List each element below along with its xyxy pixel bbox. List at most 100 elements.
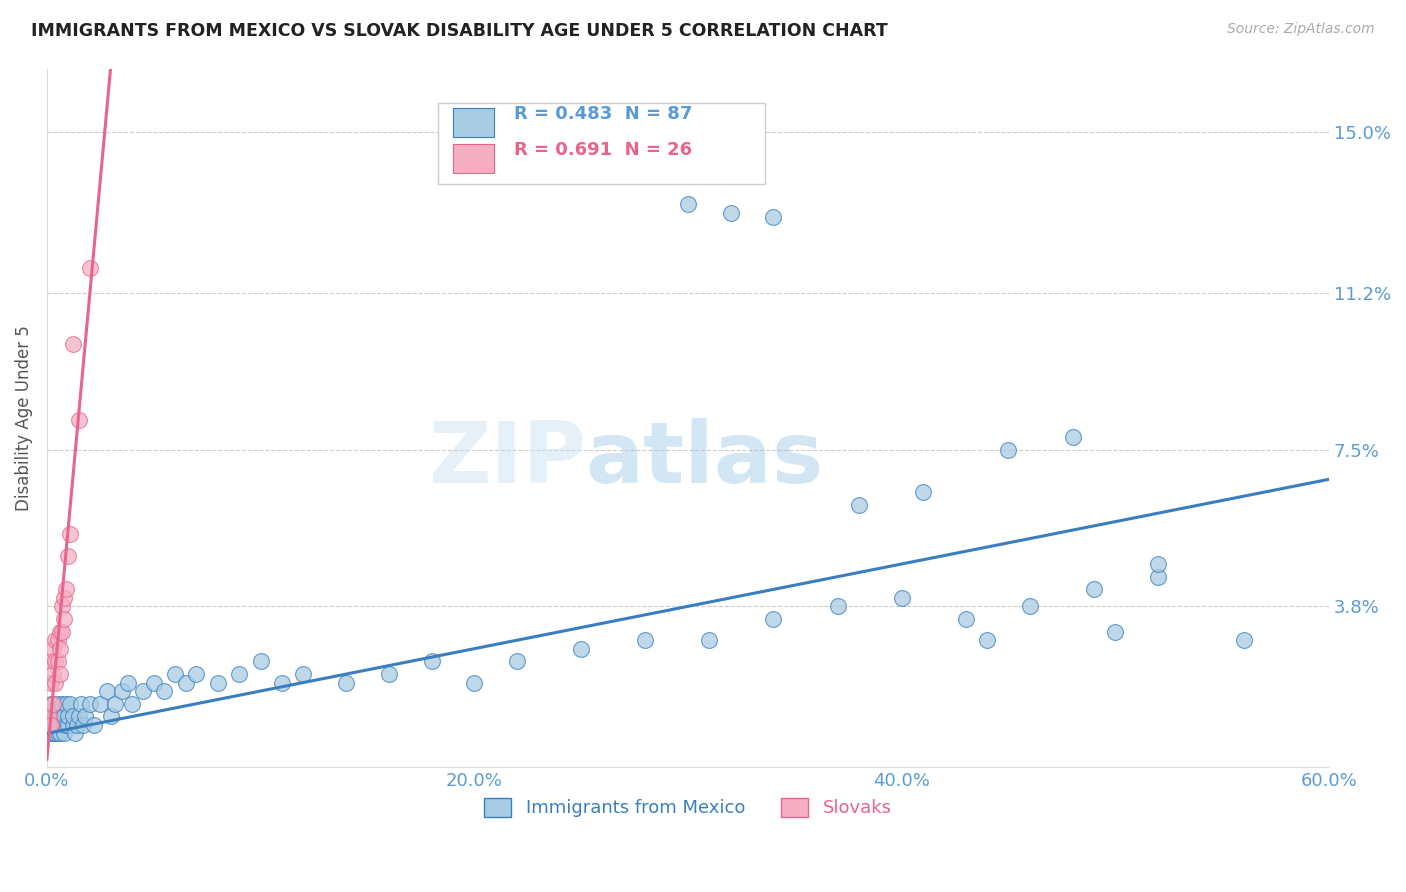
Point bbox=[53, 726, 76, 740]
Point bbox=[976, 633, 998, 648]
Point bbox=[42, 726, 65, 740]
FancyBboxPatch shape bbox=[437, 103, 765, 184]
Text: IMMIGRANTS FROM MEXICO VS SLOVAK DISABILITY AGE UNDER 5 CORRELATION CHART: IMMIGRANTS FROM MEXICO VS SLOVAK DISABIL… bbox=[31, 22, 887, 40]
Point bbox=[121, 697, 143, 711]
Point bbox=[51, 624, 73, 639]
Point bbox=[83, 718, 105, 732]
Point bbox=[63, 726, 86, 740]
Text: R = 0.691  N = 26: R = 0.691 N = 26 bbox=[513, 141, 692, 160]
Point bbox=[38, 718, 60, 732]
Point bbox=[55, 697, 77, 711]
Point bbox=[53, 718, 76, 732]
Point bbox=[46, 709, 69, 723]
Point bbox=[39, 718, 62, 732]
Point bbox=[42, 709, 65, 723]
Point bbox=[38, 726, 60, 740]
Point bbox=[79, 697, 101, 711]
Point bbox=[271, 675, 294, 690]
Point bbox=[335, 675, 357, 690]
Point bbox=[89, 697, 111, 711]
Point bbox=[569, 641, 592, 656]
Point bbox=[46, 697, 69, 711]
Point bbox=[79, 260, 101, 275]
Point bbox=[48, 726, 70, 740]
Point bbox=[53, 612, 76, 626]
Y-axis label: Disability Age Under 5: Disability Age Under 5 bbox=[15, 325, 32, 511]
Point bbox=[111, 684, 134, 698]
FancyBboxPatch shape bbox=[453, 108, 495, 137]
Point bbox=[67, 413, 90, 427]
Text: R = 0.483  N = 87: R = 0.483 N = 87 bbox=[513, 105, 692, 123]
Point bbox=[697, 633, 720, 648]
Point bbox=[39, 718, 62, 732]
Point bbox=[48, 718, 70, 732]
Point bbox=[48, 641, 70, 656]
Point bbox=[1147, 570, 1170, 584]
Point bbox=[62, 336, 84, 351]
Point bbox=[378, 667, 401, 681]
Point bbox=[59, 697, 82, 711]
Point bbox=[42, 697, 65, 711]
Point bbox=[1083, 582, 1105, 597]
Point bbox=[848, 498, 870, 512]
Point bbox=[46, 718, 69, 732]
Point bbox=[44, 709, 66, 723]
Point bbox=[463, 675, 485, 690]
Point bbox=[39, 726, 62, 740]
Point bbox=[42, 718, 65, 732]
Point bbox=[46, 654, 69, 668]
Point bbox=[70, 697, 93, 711]
Point bbox=[48, 709, 70, 723]
Point bbox=[51, 697, 73, 711]
Point bbox=[72, 718, 94, 732]
Point bbox=[46, 633, 69, 648]
Point bbox=[96, 684, 118, 698]
Point bbox=[51, 709, 73, 723]
Point bbox=[66, 718, 89, 732]
Point bbox=[59, 527, 82, 541]
Point bbox=[48, 667, 70, 681]
Text: Source: ZipAtlas.com: Source: ZipAtlas.com bbox=[1227, 22, 1375, 37]
Point bbox=[228, 667, 250, 681]
Text: atlas: atlas bbox=[585, 418, 824, 501]
Point bbox=[42, 667, 65, 681]
Point bbox=[53, 591, 76, 605]
Point bbox=[38, 718, 60, 732]
Point bbox=[762, 210, 785, 224]
Point bbox=[955, 612, 977, 626]
Point bbox=[911, 485, 934, 500]
Point bbox=[42, 641, 65, 656]
Point bbox=[165, 667, 187, 681]
Point bbox=[153, 684, 176, 698]
Text: ZIP: ZIP bbox=[427, 418, 585, 501]
Point bbox=[67, 709, 90, 723]
Point bbox=[75, 709, 97, 723]
Point bbox=[100, 709, 122, 723]
Point bbox=[38, 709, 60, 723]
Point bbox=[39, 709, 62, 723]
Point bbox=[186, 667, 208, 681]
Point bbox=[38, 709, 60, 723]
Point bbox=[46, 718, 69, 732]
Point bbox=[762, 612, 785, 626]
Point bbox=[890, 591, 912, 605]
Point bbox=[117, 675, 139, 690]
Point bbox=[1147, 557, 1170, 571]
Point bbox=[44, 675, 66, 690]
Point bbox=[720, 205, 742, 219]
Point bbox=[55, 582, 77, 597]
Point bbox=[51, 718, 73, 732]
Point bbox=[104, 697, 127, 711]
Point bbox=[58, 718, 80, 732]
Point bbox=[44, 726, 66, 740]
Point bbox=[132, 684, 155, 698]
Point bbox=[51, 599, 73, 614]
Point bbox=[46, 726, 69, 740]
Point bbox=[62, 709, 84, 723]
Point bbox=[44, 718, 66, 732]
Point bbox=[62, 718, 84, 732]
FancyBboxPatch shape bbox=[453, 145, 495, 173]
Point bbox=[39, 654, 62, 668]
Point bbox=[1232, 633, 1254, 648]
Point bbox=[39, 697, 62, 711]
